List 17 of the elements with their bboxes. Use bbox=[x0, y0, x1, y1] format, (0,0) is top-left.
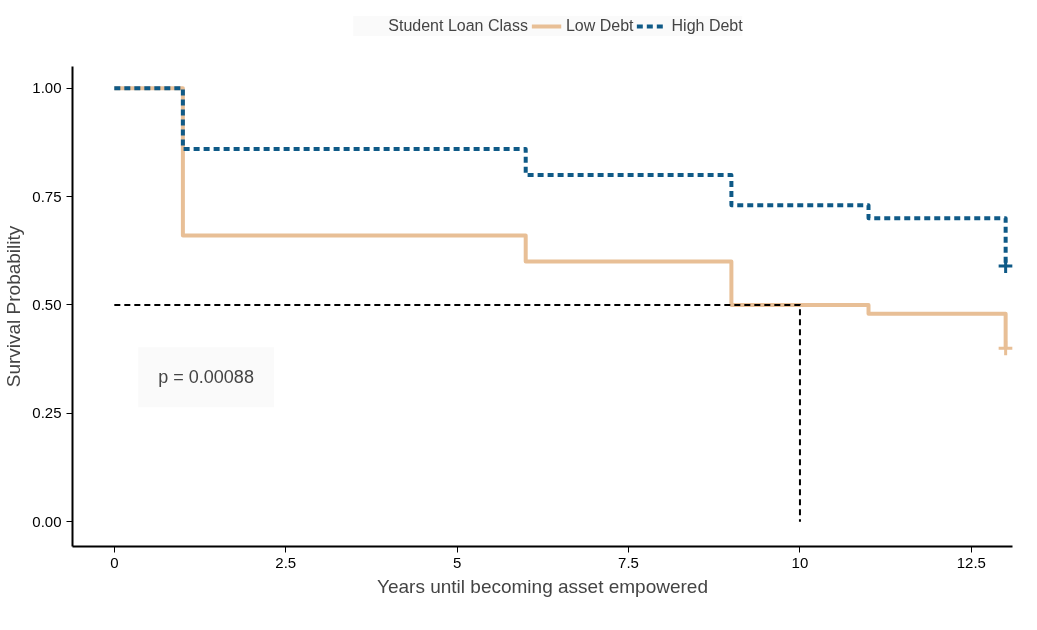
x-tick-label: 10 bbox=[791, 553, 809, 571]
y-tick-label: 1.00 bbox=[32, 79, 62, 97]
y-tick-label: 0.50 bbox=[32, 295, 62, 313]
x-tick-label: 5 bbox=[452, 553, 462, 571]
x-tick-label: 12.5 bbox=[956, 553, 986, 571]
legend-title: Student Loan Class bbox=[388, 17, 528, 35]
legend-label: Low Debt bbox=[565, 17, 634, 35]
y-axis-title: Survival Probability bbox=[3, 225, 25, 388]
x-tick-label: 7.5 bbox=[618, 553, 639, 571]
x-tick-label: 0 bbox=[110, 553, 119, 571]
x-tick-label: 2.5 bbox=[275, 553, 297, 571]
x-axis-title: Years until becoming asset empowered bbox=[377, 575, 708, 597]
y-tick-label: 0.00 bbox=[32, 512, 62, 530]
annotation: p = 0.00088 bbox=[158, 367, 254, 388]
legend-label: High Debt bbox=[671, 17, 743, 35]
y-tick-label: 0.25 bbox=[32, 404, 62, 422]
y-tick-label: 0.75 bbox=[32, 187, 62, 205]
